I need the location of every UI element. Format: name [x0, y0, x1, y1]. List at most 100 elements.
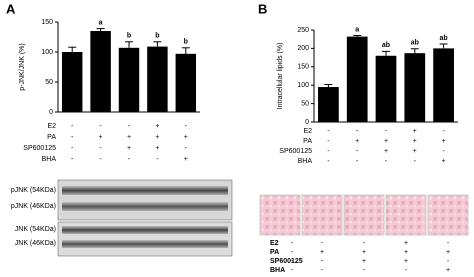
treatment-sign: +	[155, 134, 159, 141]
treatment-name: SP600125	[279, 148, 312, 155]
treatment-sign: -	[356, 158, 359, 165]
treatment-sign: -	[447, 240, 450, 247]
treatment-sign: -	[356, 148, 359, 155]
bar	[61, 52, 83, 112]
treatment-sign: -	[385, 158, 388, 165]
blot-label: pJNK (54KDa)	[11, 187, 56, 194]
treatment-sign: -	[156, 156, 159, 163]
treatment-sign: -	[327, 148, 330, 155]
treatment-name: PA	[270, 249, 279, 256]
panel-label: A	[6, 1, 16, 16]
y-tick-label: 100	[297, 82, 309, 89]
bar	[346, 36, 368, 122]
treatment-sign: +	[127, 145, 131, 152]
treatment-sign: +	[362, 258, 366, 265]
y-tick-label: 50	[45, 79, 53, 86]
treatment-sign: -	[447, 258, 450, 265]
treatment-sign: -	[99, 145, 102, 152]
treatment-sign: -	[414, 158, 417, 165]
treatment-sign: -	[363, 240, 366, 247]
bar	[404, 53, 426, 122]
treatment-sign: -	[128, 156, 131, 163]
significance-label: a	[99, 19, 103, 26]
significance-label: b	[184, 39, 188, 46]
treatment-sign: -	[321, 267, 324, 274]
treatment-sign: -	[99, 123, 102, 130]
bar	[175, 53, 197, 112]
treatment-sign: +	[446, 249, 450, 256]
y-axis-label: Intracellular lipids (%)	[277, 43, 284, 110]
treatment-sign: +	[442, 138, 446, 145]
treatment-sign: -	[385, 128, 388, 135]
treatment-sign: -	[356, 128, 359, 135]
treatment-sign: +	[413, 148, 417, 155]
significance-label: b	[127, 33, 131, 40]
blot-images	[57, 179, 233, 257]
treatment-sign: +	[127, 134, 131, 141]
panel-label: B	[258, 1, 267, 16]
significance-label: b	[155, 33, 159, 40]
treatment-name: SP600125	[270, 258, 303, 265]
bar	[147, 46, 168, 112]
significance-label: ab	[440, 35, 448, 42]
treatment-sign: +	[184, 156, 188, 163]
treatment-sign: +	[413, 138, 417, 145]
treatment-sign: +	[320, 249, 324, 256]
treatment-sign: -	[291, 249, 294, 256]
treatment-name: BHA	[270, 267, 285, 274]
bar	[318, 87, 339, 122]
blot-label: JNK (54KDa)	[15, 226, 56, 233]
treatment-sign: -	[363, 267, 366, 274]
treatment-sign: -	[327, 128, 330, 135]
treatment-name: PA	[303, 138, 312, 145]
treatment-sign: +	[413, 128, 417, 135]
treatment-name: BHA	[298, 158, 313, 165]
treatment-sign: -	[185, 145, 188, 152]
y-tick-label: 100	[41, 49, 53, 56]
treatment-sign: -	[327, 158, 330, 165]
treatment-name: SP600125	[23, 145, 56, 152]
treatment-sign: +	[362, 249, 366, 256]
y-tick-label: 250	[297, 27, 309, 34]
treatment-sign: +	[155, 123, 159, 130]
treatment-sign: -	[291, 258, 294, 265]
treatment-sign: -	[71, 134, 74, 141]
treatment-sign: +	[404, 249, 408, 256]
treatment-sign: +	[384, 138, 388, 145]
stain-images	[259, 194, 469, 236]
treatment-sign: +	[404, 240, 408, 247]
bar	[375, 55, 397, 123]
treatment-sign: +	[99, 134, 103, 141]
treatment-sign: +	[446, 267, 450, 274]
bar	[118, 47, 140, 112]
treatment-sign: -	[327, 138, 330, 145]
treatment-sign: +	[442, 158, 446, 165]
treatment-sign: +	[355, 138, 359, 145]
treatment-sign: -	[321, 258, 324, 265]
treatment-name: E2	[270, 240, 279, 247]
bar	[90, 31, 111, 112]
treatment-sign: -	[71, 156, 74, 163]
blot-label: pJNK (46KDa)	[11, 203, 56, 210]
y-tick-label: 0	[305, 119, 309, 126]
treatment-name: PA	[47, 134, 56, 141]
treatment-sign: -	[405, 267, 408, 274]
y-tick-label: 50	[301, 100, 309, 107]
treatment-sign: -	[99, 156, 102, 163]
treatment-sign: -	[442, 148, 445, 155]
treatment-name: E2	[303, 128, 312, 135]
significance-label: ab	[382, 42, 390, 49]
y-tick-label: 200	[297, 45, 309, 52]
y-axis-label: p-JNK/JNK (%)	[19, 43, 26, 90]
treatment-sign: -	[321, 240, 324, 247]
significance-label: ab	[411, 40, 419, 47]
treatment-sign: +	[155, 145, 159, 152]
blot-label: JNK (46KDa)	[15, 240, 56, 247]
treatment-sign: -	[291, 240, 294, 247]
treatment-sign: -	[185, 123, 188, 130]
bar	[433, 48, 454, 122]
treatment-name: E2	[47, 123, 56, 130]
treatment-sign: -	[128, 123, 131, 130]
treatment-sign: +	[184, 134, 188, 141]
